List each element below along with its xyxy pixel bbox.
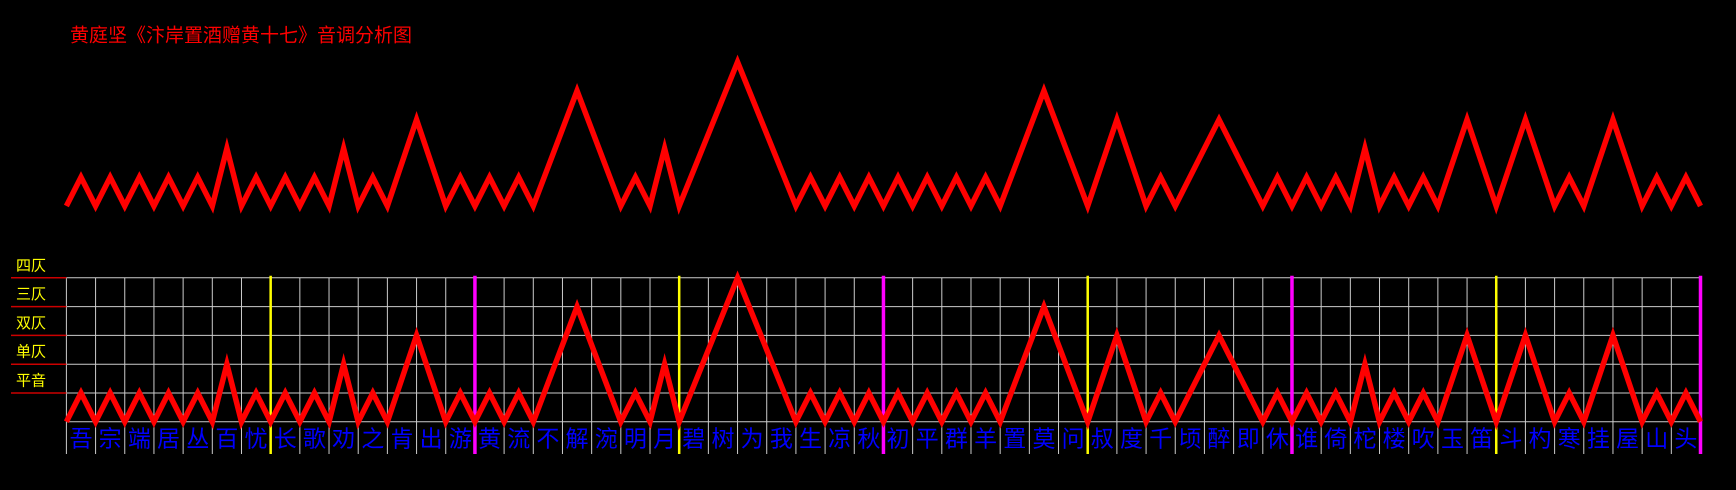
x-tick-label: 宗 (99, 427, 122, 453)
x-tick-label: 百 (215, 427, 238, 453)
y-tick-label: 单仄 (16, 343, 46, 361)
tone-line-overview (63, 54, 1703, 215)
y-tick-label: 双仄 (16, 314, 46, 332)
x-tick-label: 莫 (1032, 427, 1055, 453)
x-tick-label: 凉 (828, 427, 851, 453)
x-tick-label: 挂 (1587, 427, 1610, 453)
x-tick-label: 忧 (245, 427, 268, 453)
chart-title: 黄庭坚《汴岸置酒赠黄十七》音调分析图 (70, 25, 412, 47)
x-tick-label: 倚 (1324, 427, 1347, 453)
x-tick-label: 千 (1149, 427, 1172, 453)
x-tick-label: 游 (449, 427, 472, 453)
x-tick-label: 端 (128, 427, 151, 453)
x-tick-label: 屋 (1616, 427, 1639, 453)
x-tick-label: 叔 (1091, 427, 1114, 453)
x-tick-label: 长 (274, 427, 297, 453)
x-tick-label: 吹 (1412, 427, 1435, 453)
x-tick-label: 秋 (857, 427, 880, 453)
x-tick-label: 平 (916, 427, 939, 453)
x-tick-label: 楼 (1383, 427, 1406, 453)
x-tick-label: 山 (1645, 427, 1668, 453)
y-tick-label: 平音 (16, 372, 46, 390)
x-tick-label: 吾 (69, 427, 92, 453)
x-tick-label: 羊 (974, 427, 997, 453)
x-tick-label: 劝 (332, 427, 355, 453)
x-tick-label: 居 (157, 427, 180, 453)
x-tick-label: 之 (361, 427, 384, 453)
x-tick-label: 斗 (1499, 427, 1522, 453)
x-tick-label: 即 (1237, 427, 1260, 453)
x-tick-label: 歌 (303, 427, 326, 453)
x-tick-label: 黄 (478, 427, 501, 453)
x-tick-label: 流 (507, 427, 530, 453)
x-tick-label: 明 (624, 427, 647, 453)
x-tick-label: 树 (711, 427, 734, 453)
x-tick-label: 群 (945, 427, 968, 453)
y-tick-label: 三仄 (16, 285, 46, 303)
x-tick-label: 笛 (1470, 427, 1493, 453)
x-tick-label: 杓 (1529, 427, 1552, 453)
x-tick-label: 顷 (1178, 427, 1201, 453)
y-tick-label: 四仄 (16, 256, 46, 274)
x-tick-label: 解 (566, 427, 589, 453)
x-tick-label: 问 (1062, 427, 1085, 453)
x-tick-label: 涴 (595, 427, 618, 453)
x-tick-label: 置 (1003, 427, 1026, 453)
x-tick-label: 为 (741, 427, 764, 453)
x-tick-label: 丛 (186, 427, 209, 453)
x-tick-label: 肯 (390, 427, 413, 453)
x-tick-label: 寒 (1558, 427, 1581, 453)
x-tick-label: 玉 (1441, 427, 1464, 453)
x-tick-label: 不 (536, 427, 559, 453)
x-tick-label: 碧 (682, 427, 705, 453)
x-tick-label: 柁 (1353, 427, 1376, 453)
x-tick-label: 休 (1266, 427, 1289, 453)
x-tick-label: 头 (1674, 427, 1697, 453)
x-tick-label: 初 (887, 427, 910, 453)
x-tick-label: 我 (770, 427, 793, 453)
x-tick-label: 生 (799, 427, 822, 453)
x-tick-label: 出 (420, 427, 443, 453)
x-tick-label: 谁 (1295, 427, 1318, 453)
x-tick-label: 度 (1120, 427, 1143, 453)
tone-line (63, 270, 1703, 431)
x-tick-label: 月 (653, 427, 676, 453)
x-tick-label: 醉 (1208, 427, 1231, 453)
